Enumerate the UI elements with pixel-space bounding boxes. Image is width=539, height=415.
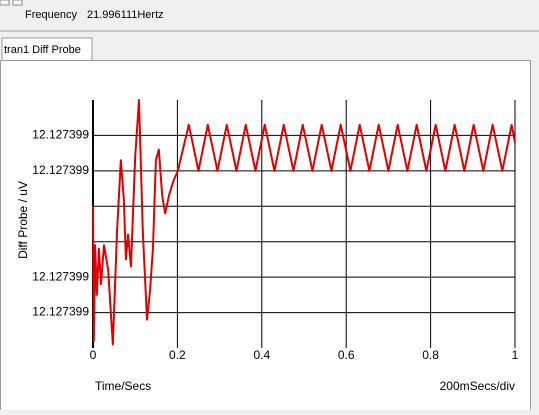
y-tick-label: 12.127399 [32, 269, 89, 283]
tab-label[interactable]: tran1 Diff Probe [4, 44, 81, 56]
checkbox[interactable] [0, 0, 10, 6]
y-axis-label: Diff Probe / uV [16, 181, 30, 259]
waveform [92, 99, 516, 346]
y-tick-label: 12.127399 [32, 128, 89, 142]
plot: 12.127399 12.127399 12.127399 12.127399 0 0.2… [32, 99, 519, 362]
x-tick-label: 0.6 [338, 348, 355, 362]
x-tick-label: 0.2 [169, 348, 186, 362]
x-tick-label: 1 [512, 348, 519, 362]
frequency-label: Frequency [25, 9, 77, 21]
y-tick-label: 12.127399 [32, 163, 89, 177]
x-tick-label: 0 [90, 348, 97, 362]
x-scale-label: 200mSecs/div [440, 379, 515, 393]
x-tick-label: 0.4 [253, 348, 270, 362]
x-tick-label: 0.8 [422, 348, 439, 362]
toolbar [0, 0, 539, 30]
y-tick-label: 12.127399 [32, 305, 89, 319]
x-axis-label: Time/Secs [95, 379, 151, 393]
plot-panel [0, 60, 531, 411]
frequency-value: 21.996111Hertz [87, 9, 164, 21]
checkbox[interactable] [12, 0, 23, 6]
